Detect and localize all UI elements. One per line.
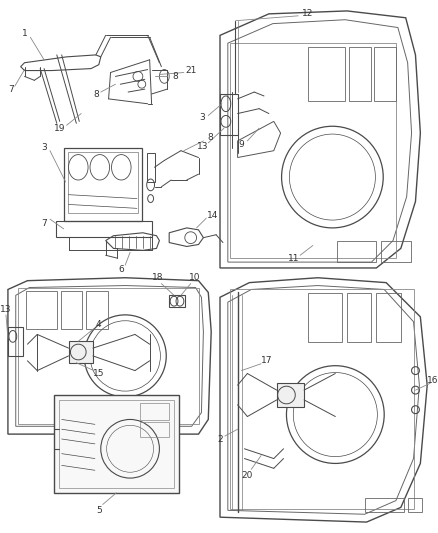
Text: 1: 1 [21, 29, 28, 38]
Text: 7: 7 [8, 85, 14, 94]
Bar [347, 293, 371, 342]
Text: 15: 15 [93, 369, 105, 378]
Text: 4: 4 [96, 320, 102, 329]
Text: 16: 16 [427, 376, 438, 385]
Text: 19: 19 [54, 124, 65, 133]
Bar [147, 152, 155, 182]
Text: 3: 3 [200, 113, 205, 122]
Text: 5: 5 [96, 506, 102, 515]
Text: 2: 2 [217, 435, 223, 445]
Bar [61, 292, 82, 328]
Bar [365, 498, 404, 512]
Bar [337, 240, 376, 262]
Bar [8, 327, 23, 356]
Bar [374, 47, 396, 101]
Bar [308, 293, 342, 342]
Text: 7: 7 [41, 219, 47, 228]
Text: 10: 10 [189, 273, 200, 282]
Bar [67, 152, 138, 213]
Bar [308, 47, 345, 101]
Bar [68, 341, 93, 363]
Text: 13: 13 [197, 142, 208, 151]
Text: 8: 8 [93, 90, 99, 99]
Text: 12: 12 [302, 10, 314, 18]
Text: 20: 20 [242, 471, 253, 480]
Bar [54, 395, 179, 492]
Bar [86, 292, 108, 328]
Bar [64, 148, 142, 221]
Text: 6: 6 [118, 265, 124, 274]
Text: 9: 9 [239, 140, 244, 149]
Bar [140, 403, 169, 421]
Bar [125, 415, 155, 426]
Bar [18, 287, 198, 424]
Bar [56, 221, 152, 237]
Bar [86, 415, 120, 426]
Text: 11: 11 [288, 254, 299, 263]
Bar [59, 400, 174, 488]
Bar [381, 240, 410, 262]
Bar [349, 47, 371, 101]
Bar [140, 422, 169, 437]
Text: 3: 3 [41, 143, 47, 152]
Bar [277, 383, 304, 407]
Bar [376, 293, 401, 342]
Text: 21: 21 [185, 66, 196, 75]
Bar [230, 43, 396, 258]
Bar [25, 292, 57, 328]
Bar [169, 295, 185, 307]
Bar [220, 94, 237, 135]
Text: 14: 14 [206, 211, 218, 220]
Text: 17: 17 [261, 357, 273, 365]
Bar [230, 289, 413, 510]
Text: 8: 8 [207, 133, 213, 142]
Text: 18: 18 [152, 273, 163, 282]
Text: 8: 8 [172, 72, 178, 81]
Text: 13: 13 [0, 304, 12, 313]
Bar [408, 498, 422, 512]
